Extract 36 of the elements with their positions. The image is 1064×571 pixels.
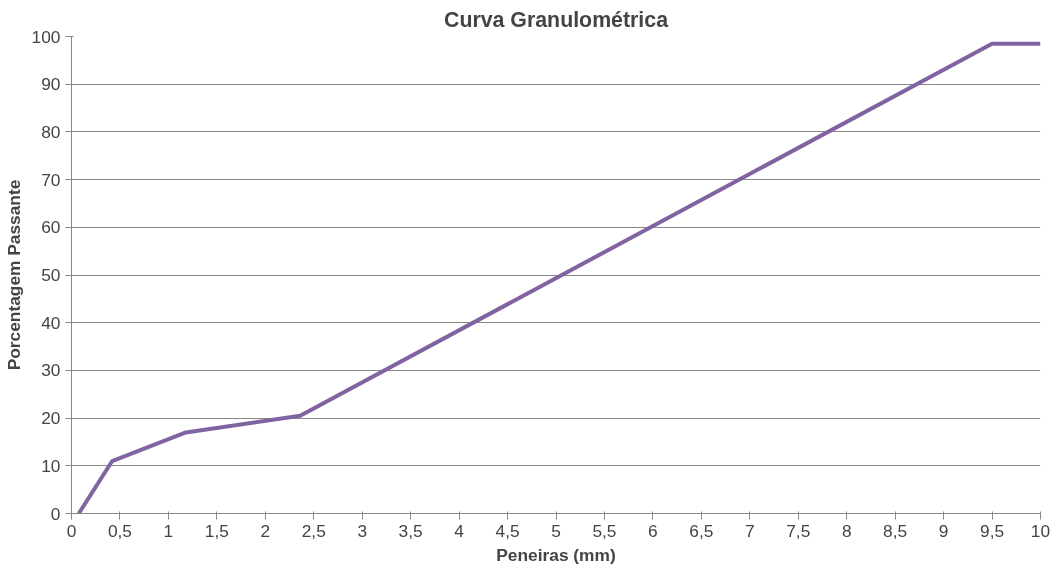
x-tick-label: 1 [163,520,174,541]
x-tick-label: 4,5 [495,520,520,541]
x-tick-label: 3 [357,520,368,541]
y-tick-label: 90 [41,74,61,95]
x-tick-label: 0 [66,520,77,541]
y-tick-label: 80 [41,121,61,142]
y-tick-label: 60 [41,217,61,238]
y-tick-label: 100 [31,26,61,47]
x-tick-label: 8,5 [883,520,908,541]
x-tick-label: 6,5 [689,520,714,541]
x-tick-label: 3,5 [398,520,423,541]
x-tick-label: 7 [744,520,755,541]
y-tick-label: 30 [41,360,61,381]
y-tick-label: 20 [41,408,61,429]
x-tick-label: 4 [454,520,465,541]
x-axis-title: Peneiras (mm) [496,544,616,565]
x-tick-label: 9 [938,520,949,541]
y-axis-title: Porcentagem Passante [3,179,24,371]
y-tick-label: 70 [41,169,61,190]
x-tick-label: 2 [260,520,271,541]
x-tick-label: 0,5 [107,520,132,541]
y-tick-label: 0 [50,503,61,524]
y-tick-label: 50 [41,265,61,285]
x-tick-label: 2,5 [301,520,326,541]
x-tick-label: 6 [648,520,658,541]
x-tick-label: 5 [551,520,561,541]
x-tick-label: 8 [841,520,852,541]
line-series [76,41,1041,514]
x-tick-label: 7,5 [786,520,811,541]
x-tick-label: 10 [1030,520,1051,541]
x-tick-label: 9,5 [980,520,1005,541]
y-tick-label: 40 [41,312,61,333]
x-tick-label: 5,5 [592,520,617,541]
y-tick-label: 10 [41,455,61,476]
x-tick-label: 1,5 [204,520,229,541]
chart-title: Curva Granulométrica [443,7,669,32]
